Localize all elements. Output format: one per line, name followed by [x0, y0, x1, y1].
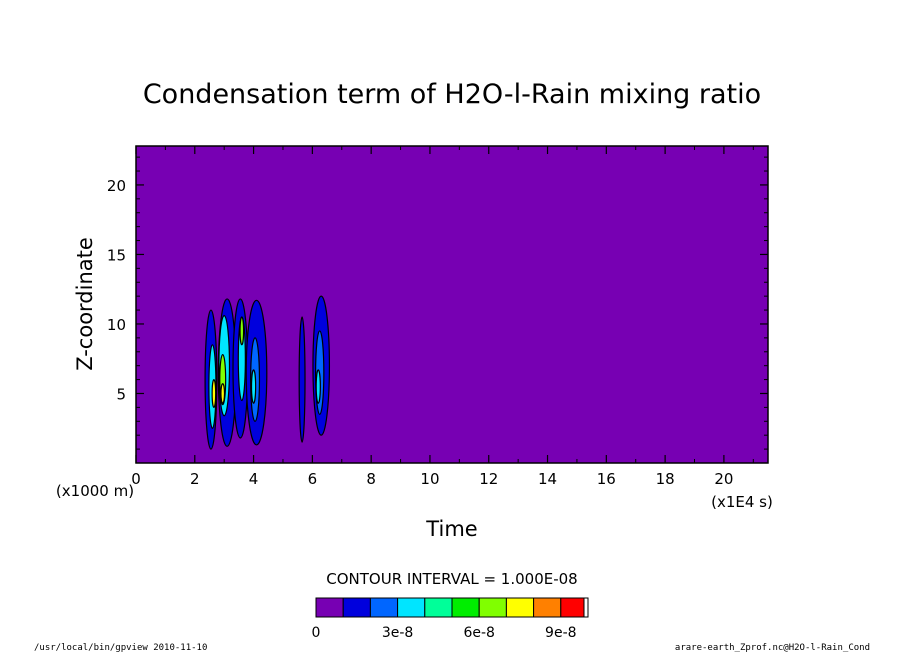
contour-region-6	[220, 383, 226, 404]
plot-area: 0 2 4 6 8 10 12 14 16 18 20 5 10 15 20	[107, 145, 769, 488]
y-axis-ticks: 5 10 15 20	[107, 156, 768, 450]
y-tick-label: 10	[107, 316, 126, 334]
colorbar-tick-label: 9e-8	[545, 625, 576, 641]
y-tick-label: 15	[107, 246, 126, 264]
colorbar-tick-label: 3e-8	[382, 625, 413, 641]
y-tick-label: 20	[107, 177, 126, 195]
x-tick-label: 14	[538, 470, 557, 488]
footer-right: arare-earth_Zprof.nc@H2O-l-Rain_Cond	[674, 643, 870, 653]
x-tick-label: 8	[366, 470, 376, 488]
plot-frame	[135, 145, 769, 464]
x-axis-unit: (x1E4 s)	[711, 493, 773, 511]
contour-region-9	[239, 316, 245, 346]
colorbar-swatch	[451, 597, 480, 618]
colorbar-swatch	[369, 597, 399, 618]
footer-left: /usr/local/bin/gpview 2010-11-10	[34, 643, 208, 653]
colorbar-end-cap	[583, 597, 589, 618]
x-tick-label: 20	[714, 470, 733, 488]
contour-region-16	[315, 369, 321, 404]
colorbar-tick-label: 0	[312, 625, 321, 641]
colorbar-tick-label: 6e-8	[463, 625, 494, 641]
x-tick-label: 18	[656, 470, 675, 488]
x-tick-label: 0	[131, 470, 141, 488]
x-tick-label: 10	[420, 470, 439, 488]
y-tick-label: 5	[116, 385, 126, 403]
x-tick-label: 16	[597, 470, 616, 488]
colorbar-tick-labels: 0 3e-8 6e-8 9e-8	[312, 625, 577, 641]
colorbar-swatch	[424, 597, 453, 618]
colorbar-swatch	[315, 597, 344, 618]
x-axis-label: Time	[425, 517, 477, 541]
x-tick-label: 12	[479, 470, 498, 488]
colorbar-swatch	[505, 597, 535, 618]
chart-title: Condensation term of H2O-l-Rain mixing r…	[143, 79, 761, 110]
colorbar-swatch	[342, 597, 371, 618]
x-tick-label: 2	[190, 470, 200, 488]
colorbar	[315, 597, 589, 618]
y-axis-unit: (x1000 m)	[56, 482, 134, 500]
y-axis-label: Z-coordinate	[73, 237, 97, 371]
colorbar-swatch	[478, 597, 507, 618]
contour-interval-label: CONTOUR INTERVAL = 1.000E-08	[326, 570, 577, 588]
contour-region-12	[250, 369, 257, 404]
contour-region-13	[298, 316, 306, 443]
contour-fills	[204, 295, 331, 450]
colorbar-swatch	[533, 597, 562, 618]
x-tick-label: 6	[308, 470, 318, 488]
x-axis-ticks: 0 2 4 6 8 10 12 14 16 18 20	[131, 146, 754, 488]
colorbar-swatch	[397, 597, 426, 618]
x-tick-label: 4	[249, 470, 259, 488]
contour-region-2	[211, 378, 217, 408]
